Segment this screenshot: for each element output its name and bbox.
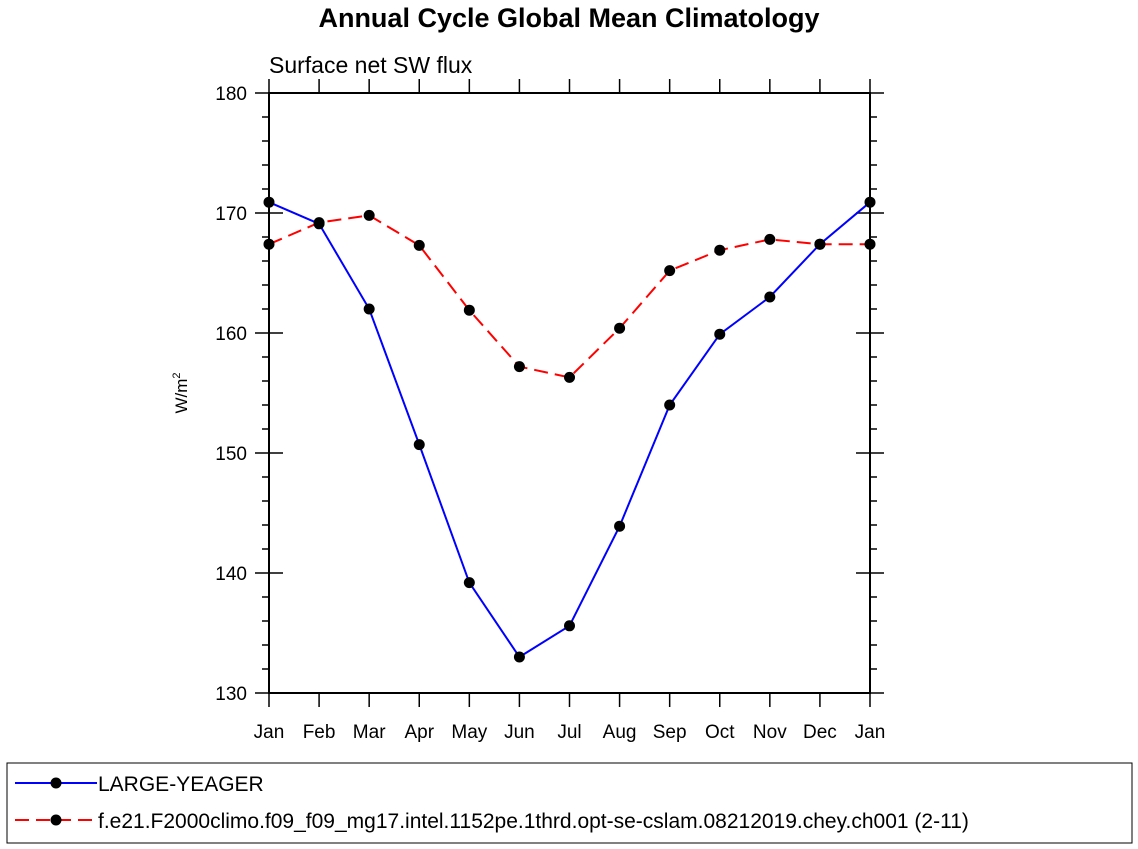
axes: 130 140 150 160 170 180 Jan Feb Mar Apr May Jun Jul A… bbox=[215, 79, 885, 743]
x-tick-label: Jan bbox=[254, 722, 285, 743]
data-point-series-1 bbox=[714, 328, 726, 340]
data-point-series-1 bbox=[263, 196, 275, 208]
y-tick-label: 180 bbox=[215, 84, 247, 105]
data-point-series-2 bbox=[263, 238, 275, 250]
y-tick-label: 160 bbox=[215, 324, 247, 345]
series-line-2 bbox=[268, 214, 870, 379]
data-point-series-2 bbox=[664, 265, 676, 277]
legend-box bbox=[6, 762, 1133, 844]
x-tick-label: Aug bbox=[603, 722, 637, 743]
data-point-series-2 bbox=[413, 239, 425, 251]
y-axis-label: W/m2 bbox=[171, 372, 191, 413]
x-tick-label: Jun bbox=[504, 722, 535, 743]
data-point-series-1 bbox=[614, 520, 626, 532]
x-tick-label: Nov bbox=[753, 722, 787, 743]
legend-label-1: LARGE-YEAGER bbox=[98, 773, 264, 796]
data-point-series-2 bbox=[513, 361, 525, 373]
legend-marker-1 bbox=[50, 777, 62, 789]
data-point-series-2 bbox=[864, 238, 876, 250]
y-tick-label: 130 bbox=[215, 684, 247, 705]
x-tick-label: May bbox=[451, 722, 487, 743]
data-point-series-1 bbox=[564, 620, 575, 632]
y-tick-label: 170 bbox=[215, 204, 247, 225]
x-tick-label: Oct bbox=[705, 722, 735, 743]
plot-frame bbox=[268, 92, 871, 694]
data-point-series-1 bbox=[864, 196, 876, 208]
data-point-series-2 bbox=[814, 238, 826, 250]
data-point-series-1 bbox=[463, 577, 475, 589]
series-line-1 bbox=[268, 201, 871, 659]
y-axis-label-unit: W/m bbox=[172, 379, 191, 414]
chart-title: Annual Cycle Global Mean Climatology bbox=[318, 3, 819, 33]
data-point-series-2 bbox=[363, 209, 375, 221]
y-tick-label: 140 bbox=[215, 564, 247, 585]
data-point-series-2 bbox=[714, 244, 726, 256]
data-point-series-2 bbox=[764, 233, 776, 245]
chart-subtitle: Surface net SW flux bbox=[269, 52, 473, 78]
series-lines bbox=[263, 196, 876, 663]
data-point-series-2 bbox=[564, 371, 575, 383]
data-point-series-1 bbox=[413, 439, 425, 451]
legend: LARGE-YEAGER f.e21.F2000climo.f09_f09_mg1… bbox=[15, 773, 969, 833]
y-axis-label-exponent: 2 bbox=[171, 372, 183, 378]
data-point-series-1 bbox=[363, 303, 375, 315]
data-point-series-2 bbox=[614, 322, 626, 334]
data-point-series-1 bbox=[764, 291, 776, 303]
x-tick-label: Sep bbox=[653, 722, 687, 743]
legend-marker-2 bbox=[50, 814, 62, 826]
x-tick-label: Dec bbox=[803, 722, 837, 743]
data-point-series-1 bbox=[664, 399, 676, 411]
x-tick-label: Feb bbox=[303, 722, 336, 743]
x-tick-label: Mar bbox=[353, 722, 386, 743]
y-tick-label: 150 bbox=[215, 444, 247, 465]
data-point-series-2 bbox=[313, 217, 325, 229]
x-tick-label: Jul bbox=[557, 722, 581, 743]
x-tick-label: Jan bbox=[855, 722, 886, 743]
data-point-series-1 bbox=[513, 651, 525, 663]
data-point-series-2 bbox=[463, 304, 475, 316]
x-tick-label: Apr bbox=[404, 722, 434, 743]
legend-label-2: f.e21.F2000climo.f09_f09_mg17.intel.1152… bbox=[98, 810, 969, 833]
